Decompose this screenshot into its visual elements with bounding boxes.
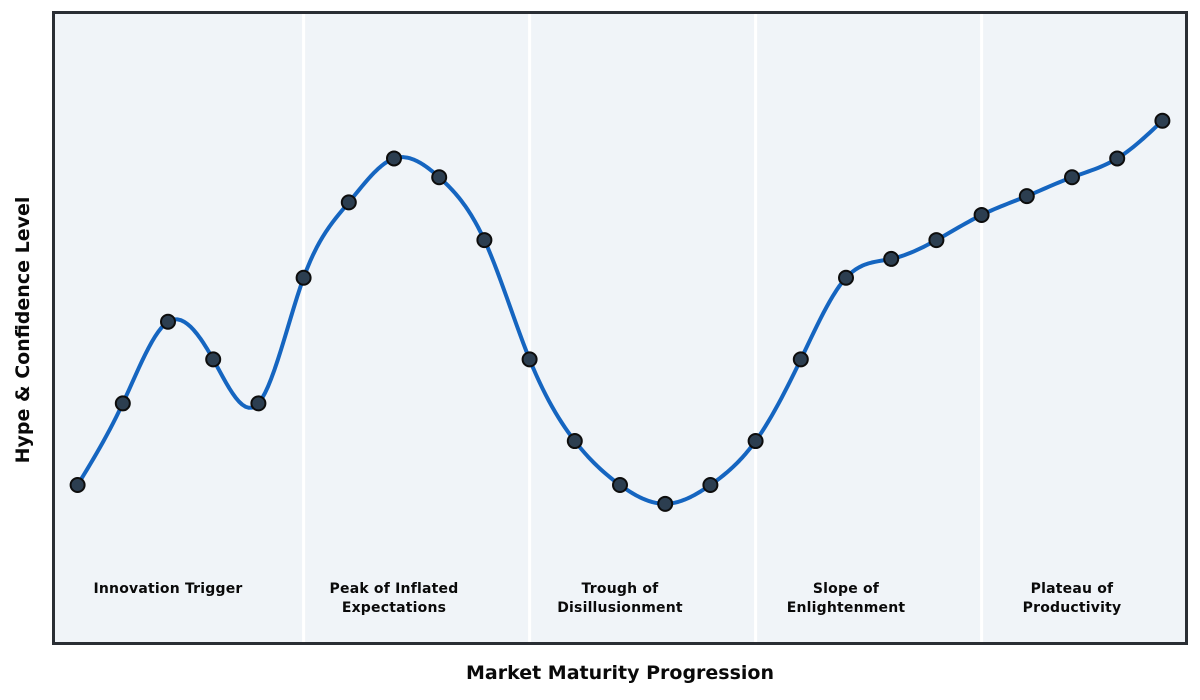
data-point	[1109, 150, 1126, 167]
data-point	[973, 206, 990, 223]
data-point	[521, 351, 538, 368]
phase-label: Peak of Inflated Expectations	[329, 581, 459, 616]
data-point	[205, 351, 222, 368]
data-point	[657, 495, 674, 512]
curve-canvas	[69, 14, 1171, 642]
data-point	[792, 351, 809, 368]
data-point	[431, 169, 448, 186]
phase-label: Plateau of Productivity	[1022, 581, 1122, 616]
data-point	[1154, 112, 1171, 129]
data-point	[566, 433, 583, 450]
data-point	[476, 232, 493, 249]
data-point	[250, 395, 267, 412]
phase-label: Slope of Enlightenment	[786, 581, 906, 616]
y-axis-label: Hype & Confidence Level	[12, 196, 34, 464]
data-point	[702, 477, 719, 493]
data-point	[114, 395, 131, 412]
data-point	[747, 433, 764, 450]
data-point	[69, 477, 86, 493]
hype-curve	[75, 118, 1165, 506]
data-point	[386, 150, 402, 167]
phase-label: Innovation Trigger	[93, 581, 243, 597]
data-point	[295, 269, 312, 286]
plot-area	[52, 11, 1188, 645]
data-point	[928, 232, 945, 249]
data-point	[160, 313, 176, 330]
phase-label: Trough of Disillusionment	[557, 581, 683, 616]
data-point	[883, 250, 900, 267]
data-point	[1018, 188, 1035, 205]
data-point	[340, 194, 357, 211]
data-point	[838, 269, 854, 286]
x-axis-label: Market Maturity Progression	[465, 662, 775, 684]
data-point	[1064, 169, 1080, 186]
data-point	[612, 477, 628, 493]
